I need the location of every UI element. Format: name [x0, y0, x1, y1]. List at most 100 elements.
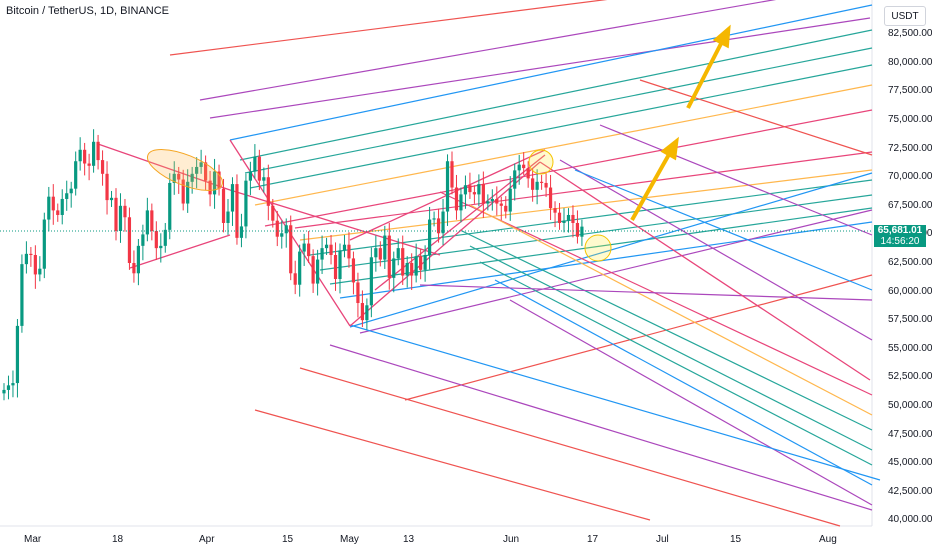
drawing-line	[229, 189, 441, 256]
candle-body	[257, 156, 261, 181]
price-tick-label: 57,500.00	[888, 314, 932, 326]
candle-body	[423, 254, 427, 270]
candle-body	[360, 303, 364, 321]
candle-body	[221, 188, 226, 223]
candle-body	[159, 245, 163, 249]
candle-body	[42, 219, 46, 269]
highlight-ellipse	[146, 149, 224, 191]
candle-body	[230, 184, 235, 212]
candle-body	[490, 198, 494, 202]
candle-body	[566, 214, 571, 221]
drawing-line	[419, 284, 873, 301]
candle-body	[150, 210, 154, 231]
candle-body	[548, 187, 553, 209]
candle-body	[271, 205, 275, 221]
candle-body	[333, 254, 338, 280]
symbol-title[interactable]: Bitcoin / TetherUS, 1D, BINANCE	[6, 5, 170, 17]
candle-body	[47, 196, 51, 220]
drawing-line	[459, 229, 873, 431]
candle-body	[571, 214, 575, 223]
candle-body	[472, 192, 476, 195]
price-tick-label: 42,500.00	[888, 485, 932, 497]
time-tick-label: Apr	[199, 534, 215, 545]
time-tick-label: 18	[112, 534, 124, 545]
candle-body	[38, 268, 42, 275]
drawing-line	[539, 161, 871, 381]
candle-body	[87, 163, 91, 166]
candle-body	[540, 181, 544, 183]
drawing-line	[309, 179, 873, 256]
drawing-line	[254, 409, 651, 521]
time-tick-label: Mar	[24, 534, 42, 545]
candle-body	[580, 226, 584, 237]
candle-body	[172, 173, 176, 183]
candle-body	[383, 235, 387, 260]
candle-body	[432, 218, 436, 220]
candle-body	[217, 171, 221, 189]
drawing-line	[494, 279, 873, 486]
time-tick-label: 17	[587, 534, 599, 545]
price-tick-label: 50,000.00	[888, 399, 932, 411]
candle-body	[481, 184, 485, 204]
candle-body	[557, 212, 562, 223]
candle-body	[262, 177, 266, 181]
price-tick-label: 80,000.00	[888, 56, 932, 68]
candle-body	[526, 168, 530, 179]
candle-body	[29, 253, 33, 255]
price-tick-label: 75,000.00	[888, 114, 932, 126]
candle-body	[504, 205, 508, 212]
drawing-line	[349, 324, 881, 481]
candle-body	[513, 170, 517, 189]
candle-body	[248, 171, 252, 181]
candle-body	[141, 234, 145, 246]
candle-body	[208, 180, 212, 195]
candle-body	[356, 282, 360, 304]
candle-body	[450, 161, 454, 188]
candle-body	[190, 173, 194, 182]
drawing-line	[97, 143, 231, 191]
candle-body	[544, 182, 548, 188]
candle-body	[145, 210, 149, 235]
drawing-line	[509, 299, 873, 506]
drawing-line	[299, 169, 873, 241]
candle-body	[127, 217, 132, 263]
candle-body	[535, 181, 539, 190]
drawing-line	[349, 161, 541, 327]
drawing-line	[329, 344, 873, 511]
time-tick-label: 13	[403, 534, 415, 545]
candle-body	[436, 218, 441, 234]
candle-body	[316, 259, 320, 284]
drawing-line	[639, 79, 873, 156]
candle-body	[24, 253, 28, 265]
last-price-value: 65,681.01	[877, 225, 923, 236]
candle-body	[428, 219, 432, 255]
drawing-line	[559, 159, 873, 341]
candle-body	[74, 161, 78, 189]
annotation-layer[interactable]	[142, 24, 731, 262]
candle-body	[33, 254, 37, 275]
candle-body	[109, 197, 114, 201]
candle-body	[311, 256, 315, 284]
candle-body	[195, 166, 199, 174]
price-tick-label: 67,500.00	[888, 199, 932, 211]
candle-body	[419, 256, 423, 270]
candle-body	[199, 162, 203, 167]
candle-body	[338, 250, 342, 280]
candle-body	[477, 184, 481, 195]
candle-body	[186, 181, 190, 204]
candle-body	[499, 203, 503, 206]
candle-body	[284, 225, 288, 234]
drawing-line	[129, 234, 231, 269]
candle-body	[83, 149, 87, 164]
currency-button[interactable]: USDT	[884, 6, 926, 26]
candle-body	[275, 220, 279, 237]
candle-body	[69, 188, 73, 194]
price-tick-label: 52,500.00	[888, 371, 932, 383]
candle-body	[168, 182, 172, 230]
arrow-head	[712, 24, 731, 49]
price-tick-label: 55,000.00	[888, 342, 932, 354]
candle-body	[123, 205, 127, 218]
price-tick-label: 45,000.00	[888, 457, 932, 469]
